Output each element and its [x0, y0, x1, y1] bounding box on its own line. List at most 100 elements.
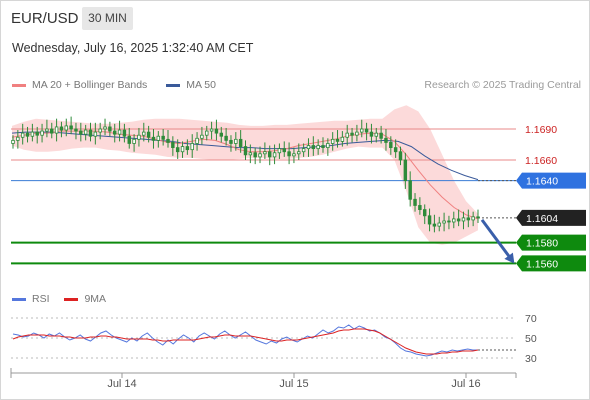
candle-body — [40, 130, 44, 136]
candle-body — [456, 218, 461, 222]
candle-body — [180, 146, 185, 153]
candle-body — [74, 128, 78, 132]
candle-body — [408, 180, 412, 200]
candle-body — [452, 218, 456, 223]
rsi-series-RSI — [12, 324, 478, 357]
credit-text: Research © 2025 Trading Central — [424, 79, 581, 91]
level-label-1.1690: 1.1690 — [525, 124, 557, 136]
candle-body — [350, 132, 354, 136]
candle-body — [330, 138, 335, 144]
x-tick-label-2: Jul 16 — [451, 378, 480, 390]
candle-body — [297, 151, 301, 155]
candle-body — [427, 215, 432, 225]
candle-body — [301, 148, 306, 153]
projection-arrow-head — [504, 252, 515, 264]
candle-body — [432, 223, 437, 227]
candle-body — [398, 151, 403, 161]
candle-body — [393, 147, 398, 153]
candle-body — [156, 135, 161, 141]
bollinger-band — [12, 105, 478, 245]
level-label-1.1580: 1.1580 — [526, 238, 558, 250]
candle-body — [79, 130, 83, 135]
rsi-series-9MA — [12, 328, 479, 355]
rsi-tick-70: 70 — [525, 313, 537, 325]
candle-body — [461, 217, 466, 222]
candle-body — [272, 152, 277, 158]
candle-body — [137, 134, 141, 140]
timeframe-badge[interactable]: 30 MIN — [82, 7, 133, 30]
legend-ma50: MA 50 — [166, 79, 216, 91]
candle-body — [369, 131, 374, 137]
ma20-swatch — [12, 83, 26, 87]
legend-ma20-label: MA 20 + Bollinger Bands — [32, 79, 148, 91]
candle-body — [195, 137, 199, 144]
candle-body — [263, 151, 267, 155]
candle-body — [316, 145, 320, 150]
rsi-swatch — [12, 297, 26, 301]
legend-9ma: 9MA — [64, 293, 106, 305]
level-label-1.1560: 1.1560 — [526, 258, 558, 270]
candle-body — [243, 146, 248, 156]
candle-body — [355, 131, 359, 136]
candle-body — [132, 138, 136, 144]
x-tick-label-1: Jul 15 — [279, 378, 308, 390]
candle-body — [93, 131, 98, 137]
timestamp: Wednesday, July 16, 2025 1:32:40 AM CET — [12, 41, 254, 55]
candle-body — [282, 148, 286, 153]
candle-body — [108, 126, 112, 132]
candle-body — [345, 132, 349, 138]
candle-body — [234, 138, 238, 144]
candle-body — [437, 222, 441, 227]
candle-body — [403, 159, 408, 182]
candle-body — [69, 125, 73, 130]
candle-body — [384, 137, 388, 143]
candle-body — [292, 153, 296, 157]
level-label-1.1640: 1.1640 — [526, 176, 558, 188]
legend-ma50-label: MA 50 — [186, 79, 216, 91]
candle-body — [59, 126, 64, 131]
level-tag-1.1560 — [516, 255, 586, 272]
rsi-tick-50: 50 — [525, 333, 537, 345]
candle-body — [88, 129, 93, 137]
candle-body — [205, 130, 209, 136]
candle-body — [306, 145, 311, 150]
candle-body — [238, 138, 243, 147]
level-tag-1.1640 — [516, 172, 586, 189]
candle-body — [175, 147, 180, 153]
candle-body — [224, 135, 228, 141]
candle-body — [326, 143, 330, 148]
candle-body — [35, 131, 39, 136]
candle-body — [389, 142, 393, 149]
candle-body — [166, 138, 170, 143]
candle-body — [146, 131, 151, 138]
candle-body — [54, 126, 59, 134]
candle-body — [287, 151, 291, 157]
candle-body — [161, 135, 165, 140]
level-tag-1.1580 — [516, 234, 586, 251]
candle-body — [219, 132, 224, 137]
candle-body — [248, 152, 253, 156]
candle-body — [20, 132, 25, 138]
candle-body — [374, 132, 379, 137]
x-tick-label-0: Jul 14 — [107, 378, 136, 390]
9ma-swatch — [64, 297, 79, 301]
candle-body — [11, 139, 15, 144]
candle-body — [466, 217, 471, 221]
candle-body — [142, 131, 146, 136]
candle-body — [83, 129, 88, 135]
candle-body — [267, 151, 272, 158]
candle-body — [253, 152, 257, 158]
candle-body — [447, 220, 451, 223]
candle-body — [422, 209, 427, 217]
candle-body — [335, 138, 340, 142]
candle-body — [50, 128, 54, 134]
candle-body — [122, 129, 127, 137]
rsi-legend: RSI 9MA — [12, 293, 118, 305]
legend-9ma-label: 9MA — [84, 293, 107, 305]
candle-body — [64, 125, 69, 131]
level-label-1.1604: 1.1604 — [526, 213, 558, 225]
candle-body — [16, 136, 20, 141]
candle-body — [364, 128, 369, 133]
price-legend: MA 20 + Bollinger Bands MA 50 — [12, 79, 232, 91]
